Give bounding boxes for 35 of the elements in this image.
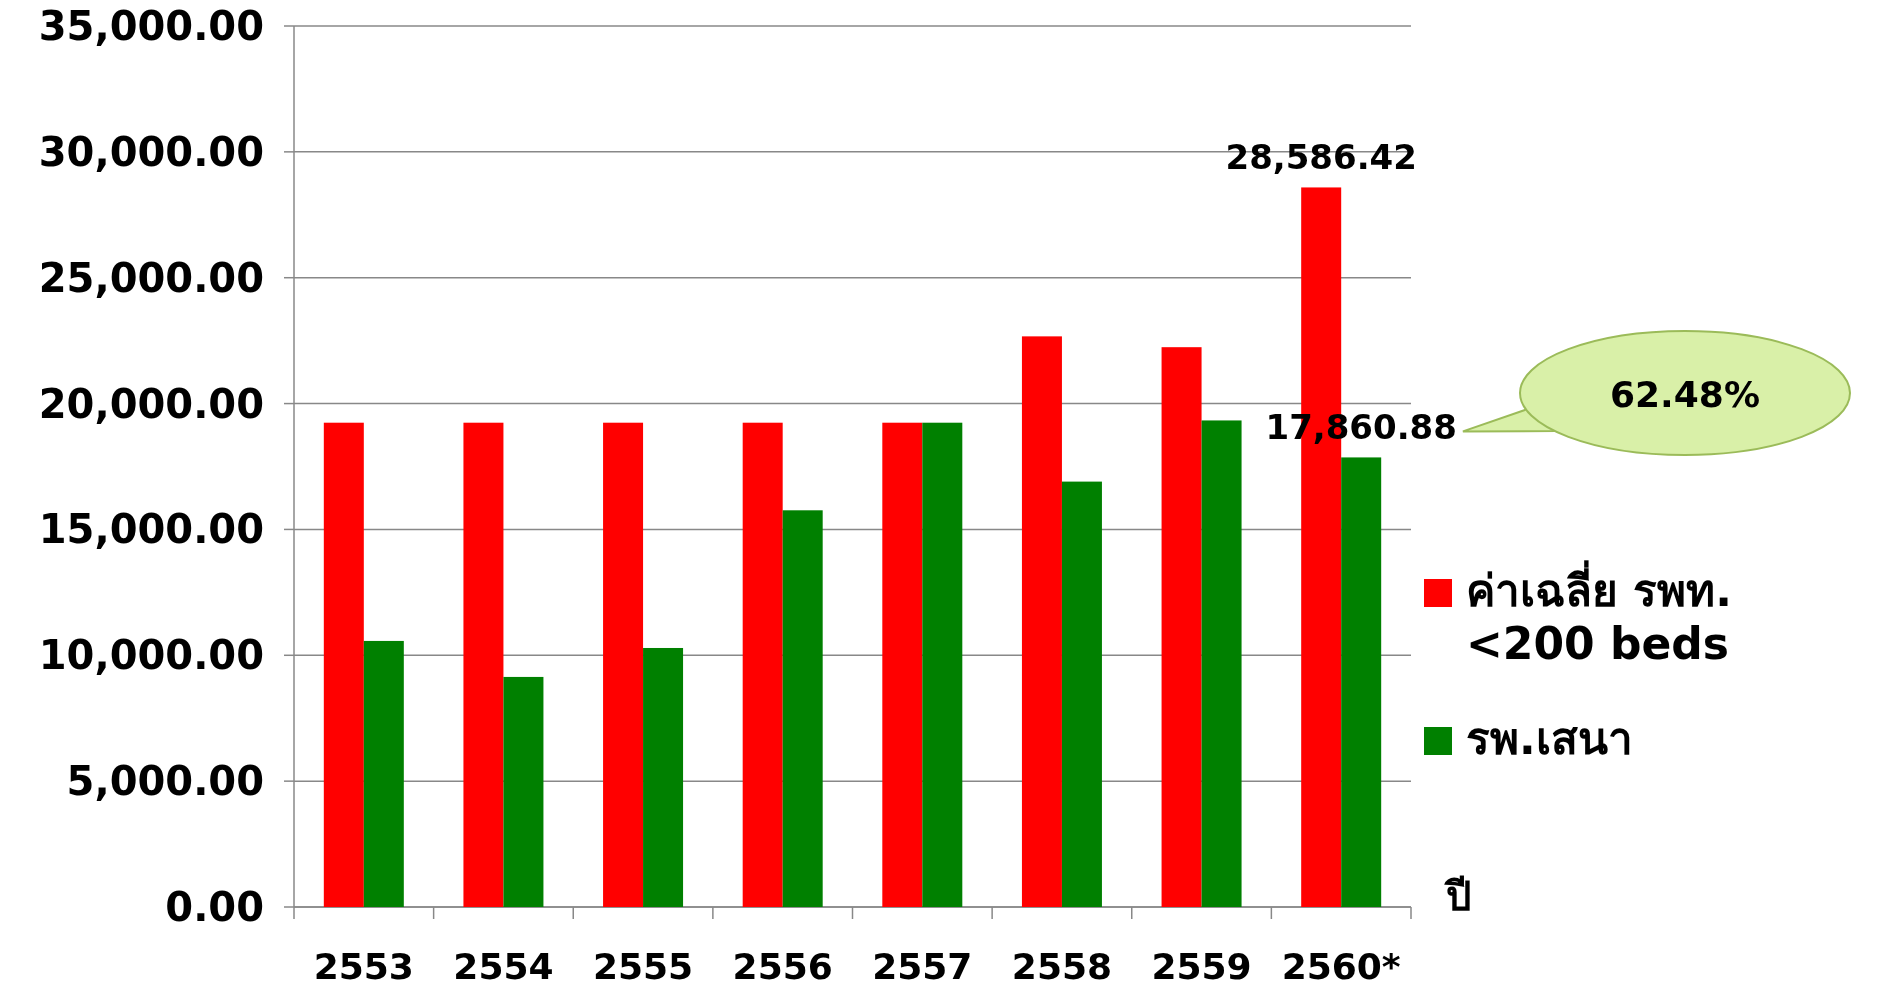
- bar: [643, 647, 684, 907]
- bar: [603, 422, 644, 907]
- y-tick-label: 35,000.00: [38, 3, 264, 49]
- data-label: 28,586.42: [1225, 137, 1417, 178]
- bar: [1161, 347, 1202, 907]
- bar: [742, 422, 783, 907]
- bar: [1061, 481, 1102, 907]
- y-tick-label: 0.00: [165, 884, 264, 930]
- y-tick-label: 10,000.00: [38, 632, 264, 679]
- y-tick-label: 30,000.00: [38, 128, 264, 175]
- x-tick-label: 2559: [1151, 946, 1252, 987]
- bar: [463, 422, 504, 907]
- bar: [503, 676, 544, 907]
- x-tick-label: 2553: [313, 946, 414, 987]
- x-tick-label: 2560*: [1281, 946, 1401, 987]
- y-tick-label: 25,000.00: [38, 254, 264, 301]
- bar: [1201, 420, 1242, 907]
- y-tick-label: 5,000.00: [66, 758, 264, 805]
- x-tick-label: 2556: [732, 946, 833, 987]
- y-tick-label: 15,000.00: [38, 506, 264, 553]
- bar: [1021, 336, 1062, 907]
- bar: [1341, 457, 1382, 907]
- y-tick-label: 20,000.00: [38, 380, 264, 427]
- bar: [323, 422, 364, 907]
- bar: [922, 422, 963, 907]
- bar: [363, 640, 404, 907]
- x-tick-label: 2555: [592, 946, 694, 987]
- x-tick-label: 2558: [1011, 946, 1113, 987]
- legend-label: รพ.เสนา: [1466, 712, 1633, 766]
- bar: [782, 510, 823, 907]
- text: 62.48%: [1610, 374, 1760, 415]
- x-tick-label: 2557: [872, 946, 973, 987]
- bar: [882, 422, 923, 907]
- x-tick-label: 2554: [453, 946, 554, 987]
- x-axis-title: ปี: [1443, 873, 1471, 919]
